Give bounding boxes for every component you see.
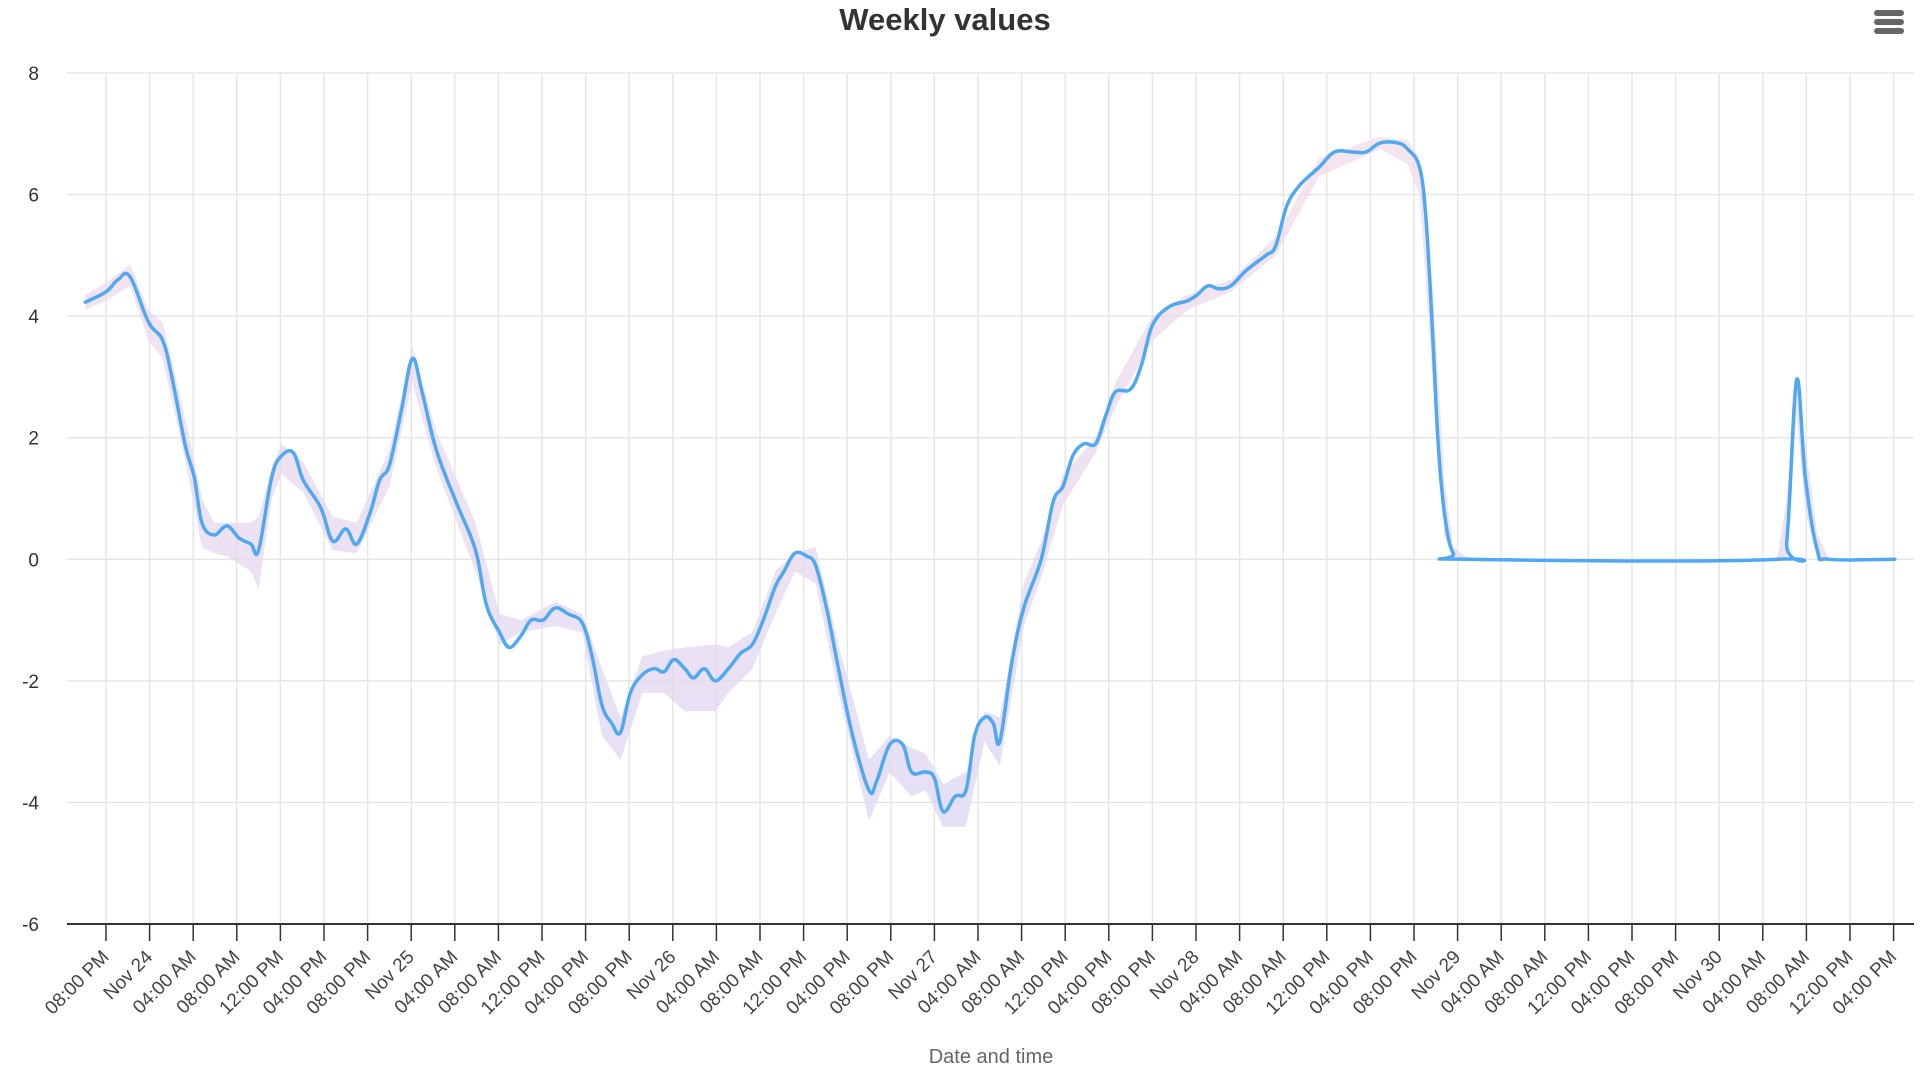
range-band (85, 136, 1895, 827)
y-tick-label: -2 (22, 672, 39, 693)
y-axis: 8 6 4 2 0 -2 -4 -6 (22, 64, 39, 936)
hamburger-menu-icon (1874, 10, 1904, 16)
x-axis-title: Date and time (928, 1046, 1054, 1068)
y-tick-label: -6 (22, 915, 39, 936)
chart-title: Weekly values (839, 2, 1051, 37)
y-tick-label: 2 (28, 429, 39, 450)
series-line[interactable] (83, 140, 1897, 814)
y-tick-label: 6 (28, 186, 39, 207)
hamburger-menu-icon-bar (1874, 19, 1904, 25)
y-tick-label: 4 (28, 307, 39, 328)
y-tick-label: 8 (28, 64, 39, 85)
hamburger-menu-icon-bar (1874, 28, 1904, 34)
y-tick-label: 0 (28, 550, 39, 571)
y-tick-label: -4 (22, 793, 39, 814)
x-tick-label: 08:00 PM (41, 947, 113, 1019)
grid-lines (67, 72, 1914, 924)
chart-context-menu-button[interactable] (1872, 10, 1908, 38)
